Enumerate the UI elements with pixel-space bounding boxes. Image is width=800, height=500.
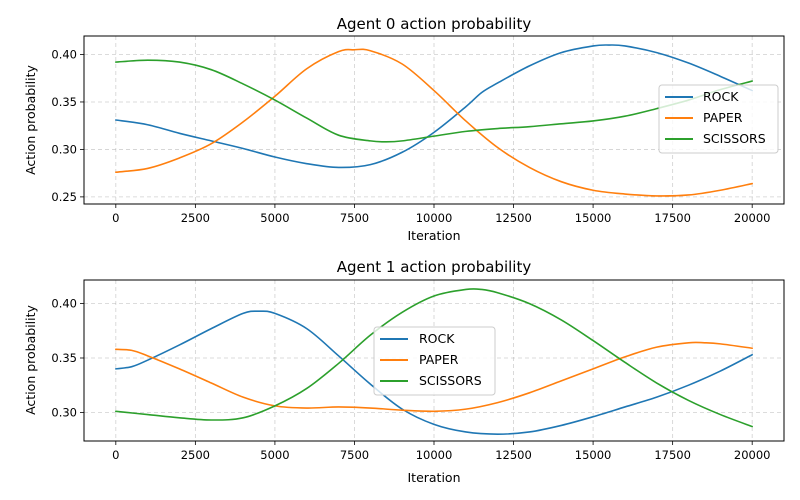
- chart-1-x-tick-label: 20000: [734, 448, 771, 462]
- chart-1-legend-label-paper: PAPER: [419, 352, 459, 367]
- chart-0-legend: ROCK PAPER SCISSORS: [658, 84, 779, 154]
- chart-0-x-tick-label: 5000: [260, 211, 289, 225]
- chart-1-title: Agent 1 action probability: [337, 258, 532, 276]
- chart-agent-1: Agent 1 action probability 0 2500 5000 7500…: [23, 258, 785, 485]
- chart-1-series-rock-line: [115, 310, 753, 435]
- chart-0-y-tick-label: 0.25: [51, 190, 77, 204]
- chart-1-x-ticks: 0 2500 5000 7500 10000 12500 15000 17500 20000: [112, 441, 770, 462]
- chart-0-x-axis-label: Iteration: [407, 228, 460, 243]
- chart-0-legend-frame: [658, 84, 779, 154]
- chart-1-y-ticks: 0.30 0.35 0.40: [51, 297, 84, 419]
- chart-1-y-tick-label: 0.40: [51, 297, 77, 311]
- chart-1-legend-label-scissors: SCISSORS: [419, 373, 482, 388]
- chart-1-legend-label-rock: ROCK: [419, 331, 455, 346]
- chart-0-legend-label-scissors: SCISSORS: [703, 131, 766, 146]
- chart-0-x-tick-label: 2500: [181, 211, 210, 225]
- chart-1-y-tick-label: 0.30: [51, 405, 77, 419]
- chart-0-series-scissors-line: [115, 59, 753, 143]
- chart-1-x-tick-label: 2500: [181, 448, 210, 462]
- chart-0-series-rock-line: [115, 44, 753, 169]
- chart-0-legend-label-rock: ROCK: [703, 89, 739, 104]
- chart-0-legend-label-paper: PAPER: [703, 110, 743, 125]
- chart-0-x-tick-label: 7500: [340, 211, 369, 225]
- chart-1-x-axis-label: Iteration: [407, 470, 460, 485]
- chart-0-y-ticks: 0.25 0.30 0.35 0.40: [51, 48, 84, 204]
- chart-0-x-tick-label: 17500: [654, 211, 691, 225]
- chart-0-x-tick-label: 20000: [734, 211, 771, 225]
- chart-1-x-tick-label: 10000: [416, 448, 453, 462]
- chart-0-lines: [115, 44, 753, 197]
- chart-1-series-paper-line: [115, 341, 753, 413]
- chart-0-x-ticks: 0 2500 5000 7500 10000 12500 15000 17500 20000: [112, 204, 770, 225]
- chart-1-x-tick-label: 12500: [495, 448, 532, 462]
- chart-1-x-tick-label: 15000: [575, 448, 612, 462]
- chart-1-series-scissors-line: [115, 288, 753, 428]
- chart-0-y-tick-label: 0.40: [51, 48, 77, 62]
- chart-0-series-paper-line: [115, 48, 753, 197]
- chart-1-x-tick-label: 5000: [260, 448, 289, 462]
- chart-0-y-axis-label: Action probability: [23, 64, 38, 174]
- chart-1-y-tick-label: 0.35: [51, 351, 77, 365]
- chart-0-y-tick-label: 0.35: [51, 95, 77, 109]
- chart-0-x-tick-label: 12500: [495, 211, 532, 225]
- chart-1-lines: [115, 288, 753, 435]
- chart-1-y-axis-label: Action probability: [23, 304, 38, 414]
- chart-1-x-tick-label: 0: [112, 448, 119, 462]
- chart-0-x-tick-label: 15000: [575, 211, 612, 225]
- chart-1-x-tick-label: 7500: [340, 448, 369, 462]
- chart-0-title: Agent 0 action probability: [337, 15, 532, 33]
- chart-0-x-tick-label: 10000: [416, 211, 453, 225]
- chart-1-legend-frame: [373, 326, 496, 396]
- chart-0-x-tick-label: 0: [112, 211, 119, 225]
- chart-0-y-tick-label: 0.30: [51, 142, 77, 156]
- chart-agent-0: Agent 0 action probability 0 2500 5000 7500…: [23, 15, 785, 243]
- chart-1-x-tick-label: 17500: [654, 448, 691, 462]
- chart-1-legend: ROCK PAPER SCISSORS: [373, 326, 496, 396]
